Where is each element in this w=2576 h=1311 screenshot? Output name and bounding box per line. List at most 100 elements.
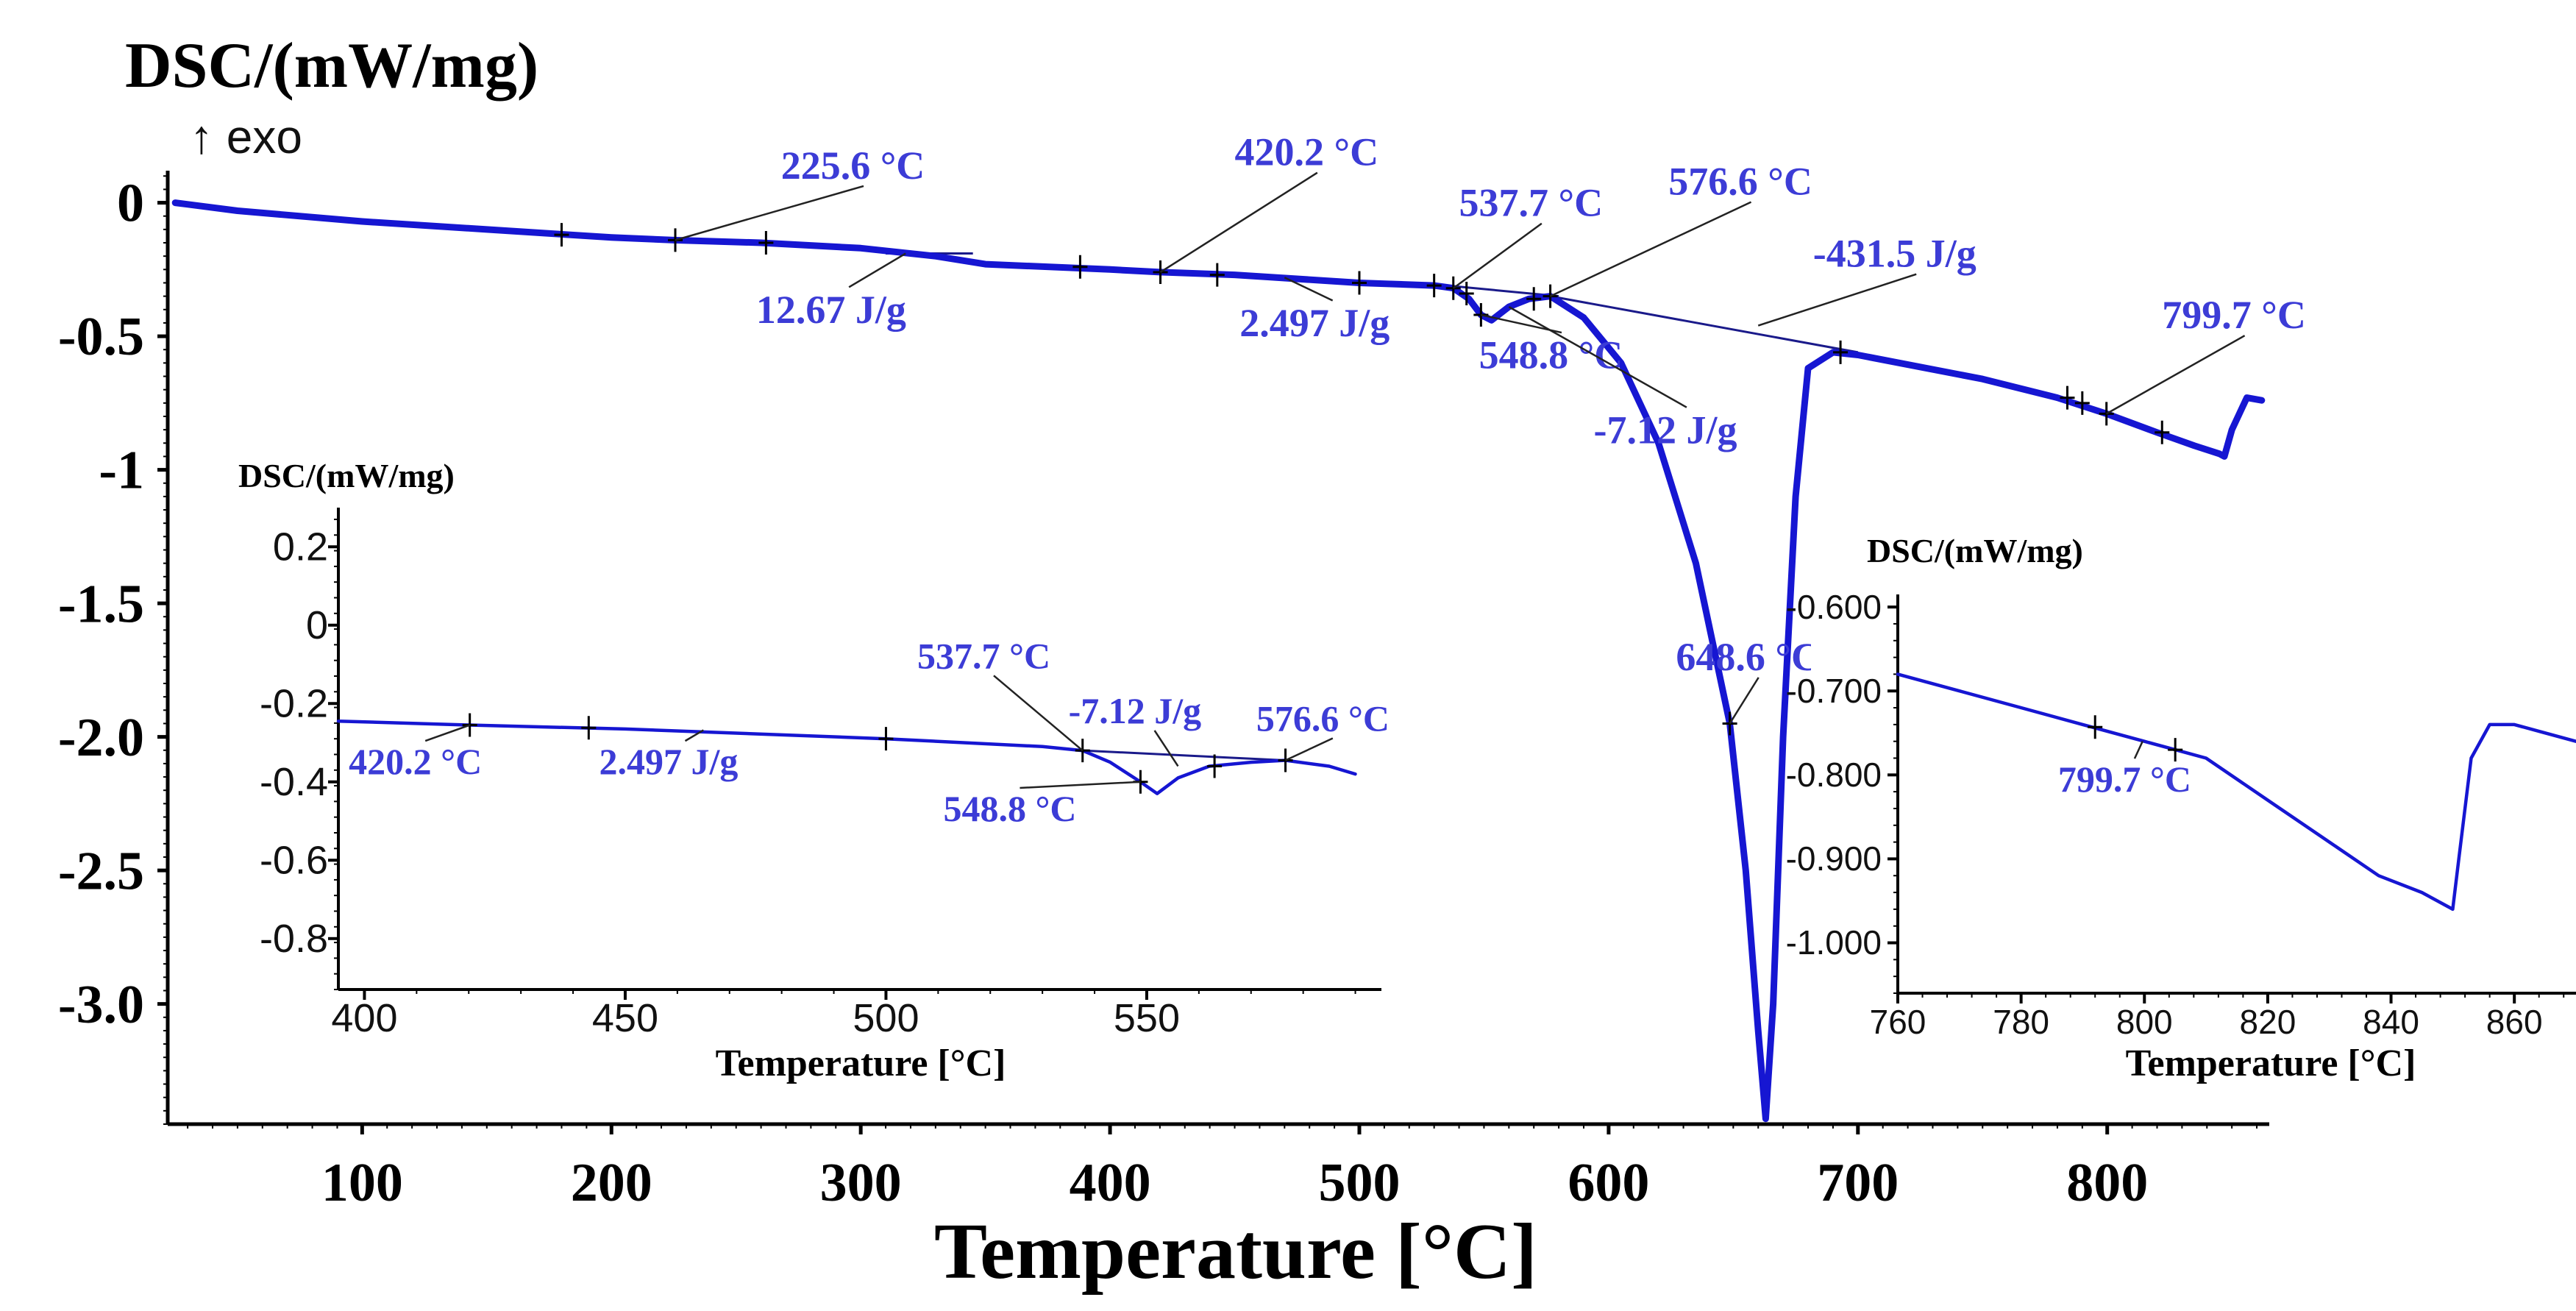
inset-right-y-tick-label: -0.800 [1786,756,1882,794]
inset-right-dsc-curve [1896,672,2576,912]
inset-left-y-tick-label: 0.2 [273,525,328,569]
inset-right-y-tick-label: -0.900 [1786,839,1882,878]
inset-right-x-tick-label: 780 [1993,1003,2049,1041]
main-x-tick-label: 300 [820,1153,902,1213]
main-evaluation-marker [1426,274,1442,298]
inset-right-x-axis-title: Temperature [°C] [2126,1042,2416,1084]
main-annotation-leader [1284,277,1334,302]
main-evaluation-marker [758,231,774,255]
inset-right-x-tick-label: 820 [2240,1003,2296,1041]
inset-left-x-tick-label: 500 [853,996,919,1040]
inset-right-y-tick-label: -0.600 [1786,588,1882,626]
inset-right-x-tick-label: 840 [2363,1003,2419,1041]
main-annotation-label: 225.6 °C [781,143,925,188]
inset-right-annotation-label: 799.7 °C [2058,758,2191,800]
main-annotation-label: 576.6 °C [1668,160,1812,204]
main-annotation-label: 2.497 J/g [1239,301,1390,345]
main-y-axis-title: DSC/(mW/mg) [125,30,538,102]
main-x-tick-label: 100 [321,1153,403,1213]
inset-left-annotation-label: 2.497 J/g [599,741,739,782]
main-annotation-label: 420.2 °C [1235,130,1379,174]
main-x-tick-label: 400 [1070,1153,1151,1213]
main-annotation-leader [1729,677,1760,725]
main-y-tick-label: -0.5 [58,307,144,367]
inset-right-y-tick-label: -0.700 [1786,672,1882,710]
main-x-axis-title: Temperature [°C] [934,1208,1537,1296]
inset-left-y-tick-label: -0.8 [260,917,328,961]
inset-right-annotation-leader [2133,741,2143,759]
inset-left-evaluation-marker [581,716,597,740]
inset-left-x-tick-label: 450 [592,996,658,1040]
main-evaluation-marker [1072,255,1088,279]
main-y-tick-label: 0 [117,174,144,234]
exo-indicator: ↑ exo [190,110,302,163]
main-evaluation-marker [2074,391,2090,415]
inset-left-x-axis-title: Temperature [°C] [716,1042,1006,1084]
main-evaluation-marker [1445,276,1461,300]
main-annotation-leader [1453,222,1543,289]
inset-left-baseline [1082,749,1286,761]
main-annotation-label: 648.6 °C [1676,635,1820,679]
inset-left-annotation-leader [993,675,1084,752]
inset-right-chart: -0.600 -0.700 -0.800 -0.900 -1.000 760 780 800 8… [1786,524,2576,1098]
main-evaluation-marker [1526,287,1542,311]
inset-left-annotation-leader [424,724,471,742]
main-annotation-label: 12.67 J/g [756,288,906,332]
main-annotation-label: 799.7 °C [2162,293,2306,337]
inset-left-annotation-label: 548.8 °C [943,788,1076,829]
main-annotation-leader [848,252,906,288]
inset-left-x-tick-label: 400 [331,996,397,1040]
main-evaluation-marker [1209,263,1225,287]
main-evaluation-marker [1153,260,1168,284]
main-y-tick-label: -1.5 [58,574,144,634]
inset-left-y-tick-label: -0.2 [260,682,328,726]
main-annotation-leader [675,185,864,241]
main-annotation-label: 548.8 °C [1479,333,1623,377]
main-evaluation-marker [554,223,569,247]
main-annotation-leader [1550,201,1752,297]
inset-left-annotation-label: 420.2 °C [349,741,482,782]
inset-left-y-axis-title: DSC/(mW/mg) [238,457,455,494]
inset-left-x-tick-label: 550 [1114,996,1180,1040]
main-annotation-label: -7.12 J/g [1594,408,1737,452]
inset-left-annotation-leader [1153,730,1179,767]
inset-right-evaluation-marker [2168,738,2183,762]
main-y-tick-label: -3.0 [58,975,144,1035]
main-annotation-leader [1757,273,1917,327]
inset-left-evaluation-marker [878,727,894,751]
main-baseline [1550,295,1859,354]
main-annotation-label: 537.7 °C [1459,181,1604,225]
inset-left-background [234,471,1383,1059]
inset-left-annotation-leader [1285,737,1334,761]
main-evaluation-marker [668,228,683,252]
inset-left-annotation-label: 537.7 °C [917,635,1050,676]
inset-right-background [1811,524,2576,1098]
main-evaluation-marker [2155,420,2170,444]
inset-left-annotation-leader [684,729,704,742]
inset-left-annotation-label: 576.6 °C [1256,698,1390,739]
main-annotation-leader [1508,306,1687,408]
inset-right-x-tick-label: 760 [1870,1003,1926,1041]
inset-right-evaluation-marker [2088,715,2103,739]
main-x-tick-label: 600 [1568,1153,1649,1213]
main-x-tick-label: 700 [1817,1153,1899,1213]
main-y-tick-label: -1 [99,441,144,501]
main-x-tick-label: 200 [571,1153,652,1213]
main-y-tick-label: -2.0 [58,708,144,768]
main-x-tick-label: 800 [2066,1153,2148,1213]
main-x-tick-label: 500 [1318,1153,1400,1213]
inset-left-y-tick-label: -0.6 [260,839,328,883]
inset-left-evaluation-marker [1278,748,1293,772]
main-y-tick-label: -2.5 [58,841,144,901]
inset-right-x-tick-label: 860 [2486,1003,2543,1041]
inset-left-annotation-leader [1020,781,1141,789]
main-chart: 0 -0.5 -1 -1.5 -2.0 -2.5 -3.0 100 200 300 400 500 60… [58,130,2306,1213]
main-evaluation-marker [2099,402,2114,426]
main-evaluation-marker [1351,271,1367,295]
inset-left-evaluation-marker [1207,754,1223,778]
main-evaluation-marker [1722,711,1737,736]
inset-left-annotation-label: -7.12 J/g [1069,690,1202,731]
main-annotation-leader [2106,335,2246,415]
